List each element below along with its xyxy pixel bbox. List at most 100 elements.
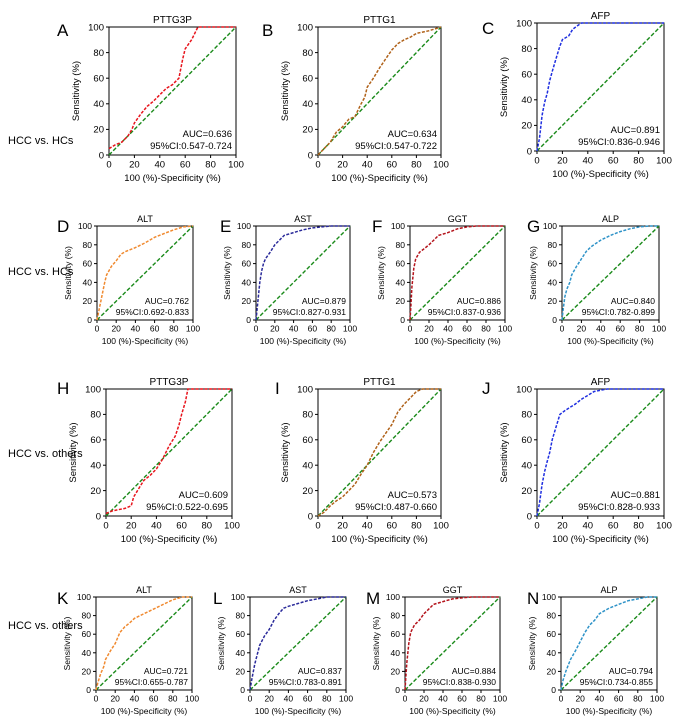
y-tick-label: 0 bbox=[99, 150, 104, 161]
x-tick-label: 60 bbox=[608, 156, 619, 167]
ci-annotation: 95%CI:0.838-0.930 bbox=[423, 677, 497, 687]
y-tick-label: 40 bbox=[90, 461, 101, 472]
y-tick-label: 80 bbox=[521, 410, 532, 421]
plot-frame bbox=[409, 225, 506, 321]
reference-diagonal bbox=[95, 596, 193, 691]
x-tick-label: 0 bbox=[94, 694, 99, 704]
panel-title: ALT bbox=[136, 585, 152, 595]
panel-B: B PTTG1 00 20 20 40 40 60 60 80 80 100 100 100 (%)-Sp… bbox=[262, 15, 449, 184]
panel-letter: K bbox=[57, 589, 69, 608]
reference-diagonal bbox=[317, 388, 442, 517]
x-tick-label: 100 bbox=[650, 694, 664, 704]
plot-frame bbox=[317, 388, 442, 517]
y-tick-label: 20 bbox=[396, 296, 406, 306]
y-tick-label: 20 bbox=[242, 296, 252, 306]
y-tick-label: 80 bbox=[302, 410, 313, 421]
x-tick-label: 60 bbox=[608, 521, 619, 532]
y-tick-label: 80 bbox=[236, 611, 246, 621]
reference-diagonal bbox=[409, 225, 506, 321]
y-tick-label: 100 bbox=[78, 221, 92, 231]
y-tick-label: 20 bbox=[93, 125, 104, 136]
x-tick-label: 100 bbox=[652, 324, 666, 334]
panel-title: AFP bbox=[591, 377, 611, 388]
ci-annotation: 95%CI:0.547-0.724 bbox=[150, 141, 232, 152]
panel-letter: I bbox=[275, 379, 280, 398]
auc-annotation: AUC=0.636 bbox=[183, 129, 232, 140]
x-tick-label: 100 bbox=[185, 694, 199, 704]
y-tick-label: 20 bbox=[548, 296, 558, 306]
panel-letter: G bbox=[527, 217, 540, 236]
y-tick-label: 100 bbox=[231, 592, 245, 602]
reference-diagonal bbox=[536, 22, 665, 152]
panel-L: L AST 00 20 20 40 40 60 60 80 80 100 100 100 (%)-Spec… bbox=[213, 585, 353, 716]
x-axis-label: 100 (%)-Specificity (%) bbox=[101, 706, 188, 716]
x-tick-label: 40 bbox=[362, 160, 373, 171]
y-tick-label: 80 bbox=[548, 240, 558, 250]
x-tick-label: 40 bbox=[438, 694, 448, 704]
row-label-4: HCC vs. others bbox=[8, 620, 83, 632]
panel-letter: H bbox=[57, 379, 69, 398]
y-tick-label: 60 bbox=[547, 629, 557, 639]
panel-title: AST bbox=[294, 214, 312, 224]
panel-E: E AST 00 20 20 40 40 60 60 80 80 100 100 100 (%)-Spec… bbox=[220, 214, 357, 346]
row-label-1: HCC vs. HCs bbox=[8, 135, 74, 147]
y-tick-label: 20 bbox=[82, 666, 92, 676]
x-tick-label: 40 bbox=[131, 324, 141, 334]
panel-letter: L bbox=[213, 589, 222, 608]
ci-annotation: 95%CI:0.522-0.695 bbox=[146, 502, 228, 513]
y-tick-label: 80 bbox=[90, 410, 101, 421]
x-tick-label: 20 bbox=[424, 324, 434, 334]
y-tick-label: 0 bbox=[246, 315, 251, 325]
x-axis-label: 100 (%)-Specificity (%) bbox=[102, 336, 189, 346]
panel-F: F GGT 00 20 20 40 40 60 60 80 80 100 100 100 (%)-Spec… bbox=[372, 214, 512, 346]
y-tick-label: 20 bbox=[521, 486, 532, 497]
x-tick-label: 60 bbox=[462, 324, 472, 334]
y-axis-label: Sensitivity (%) bbox=[499, 57, 510, 117]
auc-annotation: AUC=0.881 bbox=[611, 490, 660, 501]
x-tick-label: 20 bbox=[264, 694, 274, 704]
ci-annotation: 95%CI:0.487-0.660 bbox=[355, 502, 437, 513]
reference-diagonal bbox=[255, 225, 351, 321]
reference-diagonal bbox=[249, 596, 347, 691]
y-tick-label: 0 bbox=[527, 511, 532, 522]
x-tick-label: 0 bbox=[534, 521, 539, 532]
ci-annotation: 95%CI:0.836-0.946 bbox=[578, 137, 660, 148]
y-axis-label: Sensitivity (%) bbox=[71, 61, 82, 121]
reference-diagonal bbox=[561, 225, 660, 321]
y-tick-label: 40 bbox=[521, 461, 532, 472]
x-axis-label: 100 (%)-Specificity (%) bbox=[255, 706, 342, 716]
y-tick-label: 60 bbox=[548, 259, 558, 269]
auc-annotation: AUC=0.573 bbox=[388, 490, 437, 501]
roc-curve bbox=[249, 596, 346, 691]
panel-letter: B bbox=[262, 21, 273, 40]
x-tick-label: 100 bbox=[498, 324, 512, 334]
y-tick-label: 20 bbox=[236, 666, 246, 676]
y-tick-label: 80 bbox=[396, 240, 406, 250]
y-tick-label: 40 bbox=[93, 99, 104, 110]
panel-title: PTTG1 bbox=[363, 377, 396, 388]
y-tick-label: 60 bbox=[82, 629, 92, 639]
y-tick-label: 80 bbox=[242, 240, 252, 250]
x-tick-label: 40 bbox=[284, 694, 294, 704]
y-tick-label: 100 bbox=[77, 592, 91, 602]
y-axis-label: Sensitivity (%) bbox=[527, 616, 537, 670]
panel-title: GGT bbox=[443, 585, 463, 595]
x-tick-label: 60 bbox=[387, 521, 398, 532]
row-label-2: HCC vs. HCs bbox=[8, 266, 74, 278]
panel-title: AST bbox=[289, 585, 307, 595]
x-tick-label: 60 bbox=[176, 521, 187, 532]
x-tick-label: 100 bbox=[343, 324, 357, 334]
x-tick-label: 100 bbox=[433, 160, 449, 171]
roc-curve bbox=[536, 22, 664, 152]
x-tick-label: 20 bbox=[270, 324, 280, 334]
ci-annotation: 95%CI:0.655-0.787 bbox=[115, 677, 189, 687]
y-tick-label: 100 bbox=[85, 384, 101, 395]
x-tick-label: 80 bbox=[476, 694, 486, 704]
y-tick-label: 40 bbox=[242, 277, 252, 287]
roc-curve bbox=[108, 26, 236, 150]
plot-frame bbox=[249, 596, 347, 691]
y-tick-label: 0 bbox=[551, 685, 556, 695]
y-tick-label: 40 bbox=[302, 99, 313, 110]
panel-letter: C bbox=[482, 19, 494, 38]
y-tick-label: 0 bbox=[308, 511, 313, 522]
